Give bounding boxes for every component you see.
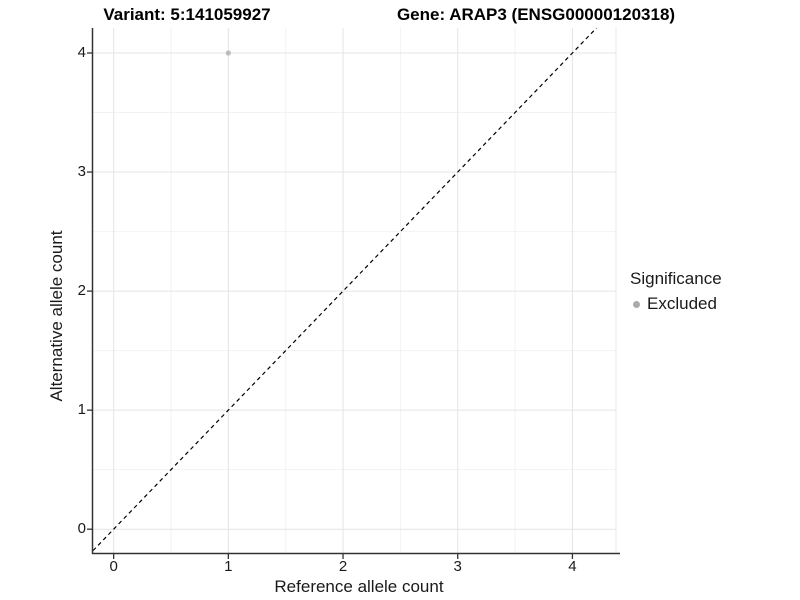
x-tick-label-4: 4 (568, 558, 577, 575)
x-tick-label-0: 0 (109, 558, 118, 575)
x-axis-title: Reference allele count (274, 577, 444, 596)
legend: Significance Excluded (630, 269, 722, 314)
y-tick-label-4: 4 (77, 44, 86, 61)
legend-title: Significance (630, 269, 722, 288)
x-tick-label-1: 1 (224, 558, 233, 575)
legend-item-excluded: Excluded (630, 294, 722, 314)
data-point (225, 50, 231, 56)
y-tick-label-0: 0 (77, 520, 86, 538)
x-tick-label-2: 2 (338, 558, 348, 575)
data-points (225, 50, 231, 56)
legend-item-label: Excluded (647, 294, 717, 313)
axis-lines (91, 28, 620, 555)
y-tick-label-3: 3 (77, 163, 86, 181)
identity-line (92, 27, 597, 552)
x-tick-label-3: 3 (453, 558, 462, 575)
grid-major (93, 28, 616, 553)
y-tick-label-2: 2 (77, 282, 86, 300)
tick-marks (87, 52, 574, 559)
grid-minor (93, 28, 616, 553)
y-tick-label-1: 1 (77, 401, 86, 419)
excluded-point-icon (633, 300, 640, 308)
gene-title: Gene: ARAP3 (ENSG00000120318) (396, 5, 676, 24)
variant-title: Variant: 5:141059927 (103, 5, 271, 24)
